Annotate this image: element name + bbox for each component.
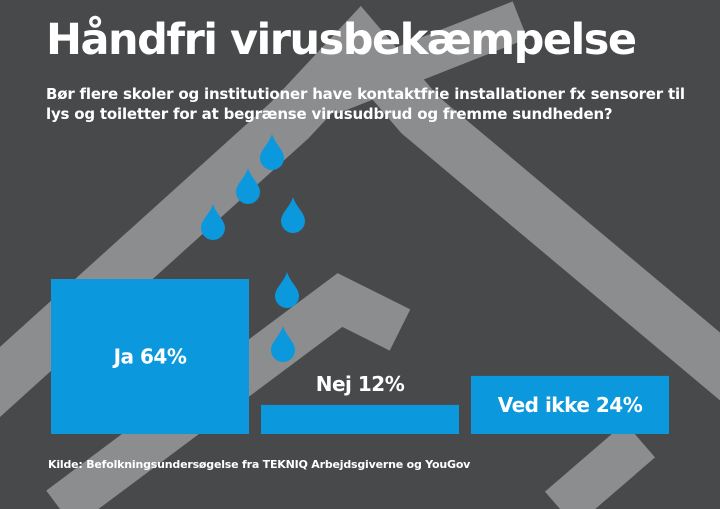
water-drop-icon [281, 197, 305, 233]
water-drop-icon [271, 326, 295, 362]
data-label-nej: Nej 12% [316, 372, 405, 396]
bar-nej [261, 404, 459, 434]
bar-ved-ikke [471, 375, 669, 434]
water-drop-icon [275, 272, 299, 308]
water-drop-icon [201, 204, 225, 240]
water-drop-icon [260, 134, 284, 170]
page-title: Håndfri virusbekæmpelse [46, 15, 637, 65]
source-note: Kilde: Befolkningsundersøgelse fra TEKNI… [48, 458, 471, 471]
bar-ja [51, 279, 249, 434]
water-drop-icon [236, 168, 260, 204]
survey-question: Bør flere skoler og institutioner have k… [46, 85, 685, 123]
data-label-ved-ikke: Ved ikke 24% [498, 393, 643, 417]
data-label-ja: Ja 64% [112, 345, 187, 369]
